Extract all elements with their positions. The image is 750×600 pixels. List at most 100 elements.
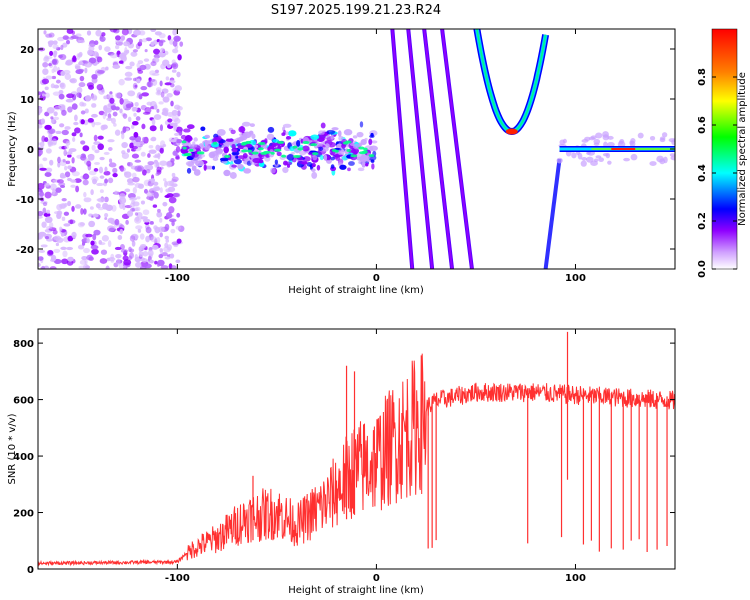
noise-blob: [165, 212, 173, 219]
noise-blob: [156, 211, 163, 218]
noise-blob: [93, 168, 99, 172]
noise-blob: [159, 217, 163, 223]
noise-blob: [65, 98, 74, 103]
spectrogram-y-tick-label: 0: [27, 145, 34, 156]
signal-blob: [347, 167, 351, 172]
noise-blob: [133, 112, 137, 117]
signal-blob: [231, 144, 236, 149]
noise-blob: [120, 249, 129, 253]
noise-blob: [119, 108, 123, 114]
noise-blob: [92, 233, 97, 241]
signal-blob: [207, 165, 214, 170]
noise-blob: [168, 218, 177, 223]
noise-blob: [122, 102, 127, 110]
noise-blob: [79, 259, 87, 265]
noise-blob: [147, 161, 155, 166]
colorbar-tick-label: 0.0: [697, 260, 708, 278]
noise-blob: [120, 35, 126, 41]
noise-blob: [131, 200, 136, 205]
noise-blob: [41, 265, 46, 269]
noise-blob: [162, 107, 169, 113]
signal-blob: [360, 139, 367, 145]
noise-blob: [150, 29, 157, 33]
noise-blob: [129, 136, 136, 141]
noise-blob: [86, 237, 90, 244]
noise-blob: [79, 101, 85, 107]
noise-blob: [63, 211, 70, 216]
noise-blob: [104, 212, 109, 218]
noise-blob: [135, 261, 142, 268]
noise-blob: [159, 124, 164, 132]
noise-blob: [97, 143, 104, 151]
signal-blob: [185, 136, 193, 142]
snr-frame: [37, 328, 676, 570]
noise-blob: [86, 254, 93, 261]
noise-blob: [83, 191, 87, 198]
noise-blob: [142, 209, 150, 216]
flat-noise: [556, 157, 563, 164]
noise-blob: [158, 40, 164, 47]
signal-core: [212, 141, 218, 145]
signal-blob: [193, 169, 201, 176]
noise-blob: [76, 86, 83, 94]
noise-blob: [146, 81, 154, 88]
noise-blob: [80, 119, 85, 125]
noise-blob: [74, 178, 82, 183]
noise-blob: [55, 79, 61, 84]
signal-blob: [343, 129, 353, 136]
noise-blob: [133, 29, 142, 36]
noise-blob: [167, 118, 173, 123]
signal-blob: [306, 162, 313, 167]
noise-blob: [39, 167, 47, 171]
signal-blob: [316, 164, 321, 171]
noise-blob: [149, 125, 157, 132]
noise-blob: [79, 39, 85, 44]
signal-core: [182, 146, 187, 150]
noise-blob: [124, 77, 133, 81]
noise-blob: [45, 235, 50, 240]
noise-blob: [173, 132, 180, 136]
noise-blob: [104, 178, 108, 184]
noise-blob: [152, 204, 158, 208]
noise-blob: [94, 161, 100, 165]
spectrogram-y-tick-label: 20: [20, 45, 34, 56]
noise-blob: [162, 96, 170, 103]
noise-blob: [96, 56, 103, 63]
noise-blob: [55, 187, 62, 193]
signal-blob: [189, 152, 199, 158]
signal-blob: [238, 126, 246, 133]
noise-blob: [140, 151, 146, 157]
snr-y-tick-label: 0: [27, 565, 34, 576]
noise-blob: [85, 95, 92, 102]
flat-noise: [607, 135, 614, 140]
colorbar-label: Normalized spectral amplitude: [737, 72, 748, 226]
noise-blob: [46, 106, 55, 114]
flat-noise: [581, 139, 589, 143]
rising-line: [543, 158, 562, 269]
noise-blob: [42, 68, 49, 75]
noise-blob: [44, 216, 53, 224]
noise-blob: [107, 139, 115, 143]
signal-blob: [200, 126, 206, 132]
noise-blob: [52, 188, 56, 195]
noise-blob: [94, 149, 100, 154]
noise-blob: [150, 61, 157, 67]
noise-blob: [153, 104, 158, 110]
signal-core: [292, 154, 301, 158]
noise-blob: [62, 158, 66, 163]
noise-blob: [83, 197, 92, 203]
noise-blob: [112, 173, 118, 178]
noise-blob: [164, 223, 170, 231]
signal-blob: [237, 137, 244, 142]
signal-blob: [281, 132, 286, 137]
noise-blob: [155, 172, 160, 176]
signal-blob: [183, 128, 191, 133]
noise-blob: [160, 47, 165, 53]
noise-blob: [101, 32, 106, 37]
signal-blob: [352, 135, 358, 139]
noise-blob: [168, 79, 176, 84]
noise-blob: [162, 59, 170, 67]
flat-noise: [602, 131, 609, 138]
spectrogram-y-tick-label: -20: [16, 245, 34, 256]
noise-blob: [147, 249, 154, 257]
